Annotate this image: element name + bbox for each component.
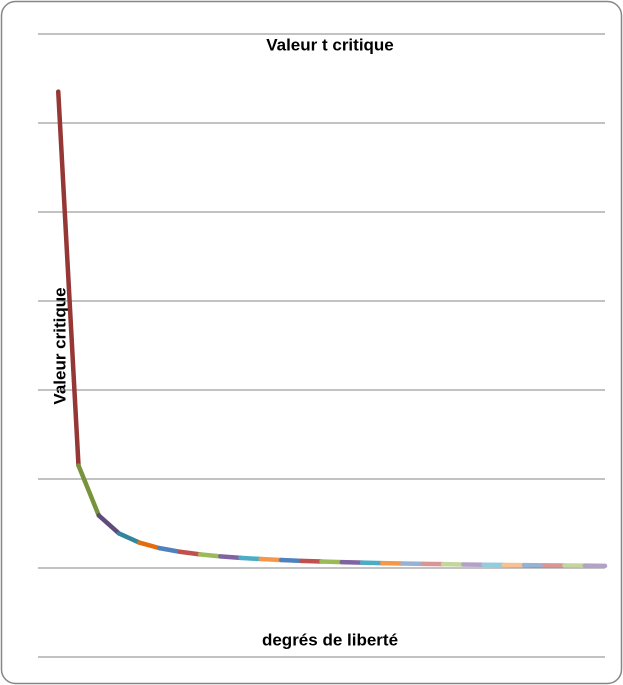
x-axis-label: degrés de liberté — [262, 630, 398, 649]
y-axis-label: Valeur critique — [50, 287, 69, 404]
line-segment — [157, 545, 182, 555]
line-segment — [299, 558, 324, 564]
line-segment — [116, 531, 142, 545]
line-segment — [197, 552, 223, 559]
line-segment — [96, 513, 122, 536]
line-segment — [218, 554, 243, 561]
chart-title: Valeur t critique — [266, 35, 394, 54]
line-segment — [278, 557, 304, 564]
line-segment — [319, 559, 344, 565]
line-segment — [238, 555, 263, 562]
line-segment — [137, 540, 162, 551]
line-segment — [177, 549, 203, 557]
line-segment — [76, 463, 101, 518]
line-segment — [258, 556, 284, 563]
line-segment — [56, 89, 81, 468]
